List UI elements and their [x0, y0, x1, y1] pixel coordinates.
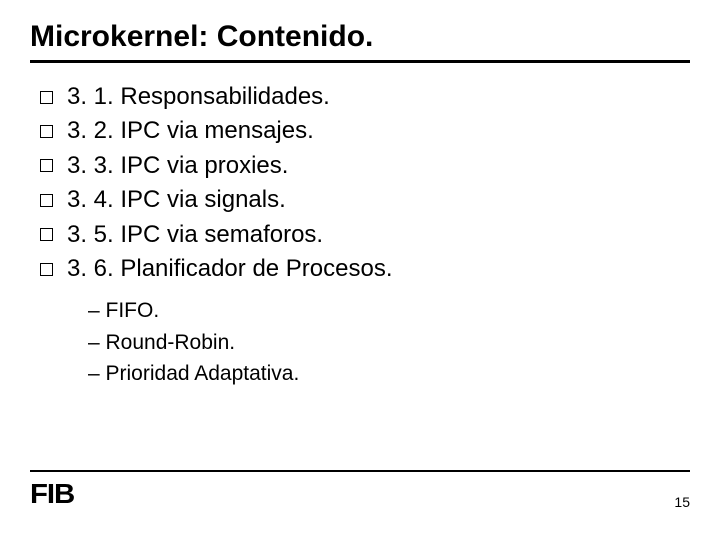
slide-footer: FIB 15	[30, 470, 690, 510]
page-number: 15	[674, 494, 690, 510]
sublist-item: Round-Robin.	[88, 327, 690, 359]
list-item: 3. 4. IPC via signals.	[40, 184, 690, 216]
slide-title: Microkernel: Contenido.	[30, 20, 690, 63]
list-item: 3. 5. IPC via semaforos.	[40, 219, 690, 251]
sublist-item: Prioridad Adaptativa.	[88, 358, 690, 390]
list-item-text: 3. 4. IPC via signals.	[67, 184, 286, 216]
square-bullet-icon	[40, 159, 53, 172]
square-bullet-icon	[40, 228, 53, 241]
fib-logo: FIB	[30, 478, 74, 510]
square-bullet-icon	[40, 263, 53, 276]
content-sublist: FIFO. Round-Robin. Prioridad Adaptativa.	[88, 295, 690, 390]
square-bullet-icon	[40, 125, 53, 138]
list-item: 3. 6. Planificador de Procesos.	[40, 253, 690, 285]
list-item-text: 3. 3. IPC via proxies.	[67, 150, 288, 182]
list-item-text: 3. 1. Responsabilidades.	[67, 81, 330, 113]
sublist-item: FIFO.	[88, 295, 690, 327]
list-item: 3. 2. IPC via mensajes.	[40, 115, 690, 147]
list-item: 3. 3. IPC via proxies.	[40, 150, 690, 182]
content-list: 3. 1. Responsabilidades. 3. 2. IPC via m…	[40, 81, 690, 285]
list-item-text: 3. 5. IPC via semaforos.	[67, 219, 323, 251]
square-bullet-icon	[40, 91, 53, 104]
square-bullet-icon	[40, 194, 53, 207]
footer-divider	[30, 470, 690, 472]
list-item-text: 3. 6. Planificador de Procesos.	[67, 253, 393, 285]
list-item-text: 3. 2. IPC via mensajes.	[67, 115, 314, 147]
footer-row: FIB 15	[30, 478, 690, 510]
slide: Microkernel: Contenido. 3. 1. Responsabi…	[0, 0, 720, 540]
list-item: 3. 1. Responsabilidades.	[40, 81, 690, 113]
